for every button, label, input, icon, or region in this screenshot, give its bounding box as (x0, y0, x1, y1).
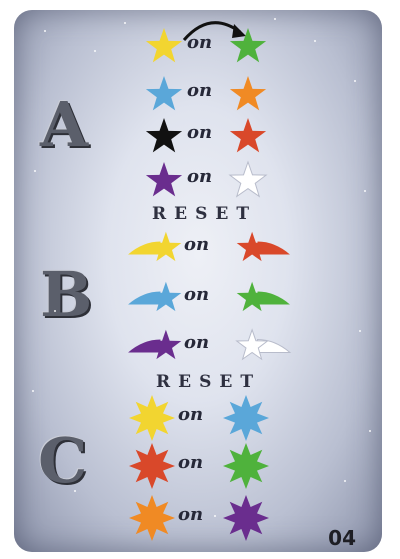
sparkle (74, 490, 76, 492)
sparkle (94, 50, 96, 52)
game-card: A B C RESET RESET 04 on on on on on on on on on o… (14, 10, 382, 552)
eight-point-star-icon (129, 443, 175, 489)
on-label: on (187, 32, 213, 53)
shooting-star-icon (236, 281, 290, 312)
sparkle (314, 40, 316, 42)
on-label: on (184, 332, 210, 353)
star-icon (145, 118, 183, 153)
curved-arrow-icon (182, 21, 246, 41)
on-label: on (178, 404, 204, 425)
sparkle (32, 390, 34, 392)
on-label: on (178, 504, 204, 525)
sparkle (354, 80, 356, 82)
on-label: on (184, 234, 210, 255)
shooting-star-icon (128, 329, 182, 360)
card-number: 04 (328, 526, 356, 550)
eight-point-star-icon (223, 495, 269, 541)
eight-point-star-icon (223, 443, 269, 489)
shooting-star-icon (128, 281, 182, 312)
sparkle (364, 190, 366, 192)
on-label: on (184, 284, 210, 305)
star-icon (145, 28, 183, 63)
star-icon (229, 28, 267, 63)
star-icon (228, 160, 268, 198)
reset-label-1: RESET (152, 204, 257, 224)
shooting-star-icon (236, 231, 290, 262)
star-icon (229, 118, 267, 153)
eight-point-star-icon (129, 495, 175, 541)
sparkle (54, 310, 56, 312)
sparkle (344, 480, 346, 482)
eight-point-star-icon (223, 395, 269, 441)
section-letter-b: B (40, 258, 93, 331)
sparkle (274, 18, 276, 20)
on-label: on (187, 166, 213, 187)
section-letter-c: C (38, 424, 88, 497)
shooting-star-icon (235, 328, 292, 361)
on-label: on (178, 452, 204, 473)
star-icon (145, 162, 183, 197)
eight-point-star-icon (129, 395, 175, 441)
on-label: on (187, 122, 213, 143)
section-letter-a: A (40, 88, 89, 161)
sparkle (44, 30, 46, 32)
on-label: on (187, 80, 213, 101)
star-icon (229, 76, 267, 111)
reset-label-2: RESET (156, 372, 261, 392)
star-icon (145, 76, 183, 111)
sparkle (369, 430, 371, 432)
sparkle (124, 22, 126, 24)
sparkle (359, 330, 361, 332)
shooting-star-icon (128, 231, 182, 262)
sparkle (214, 515, 216, 517)
sparkle (34, 170, 36, 172)
